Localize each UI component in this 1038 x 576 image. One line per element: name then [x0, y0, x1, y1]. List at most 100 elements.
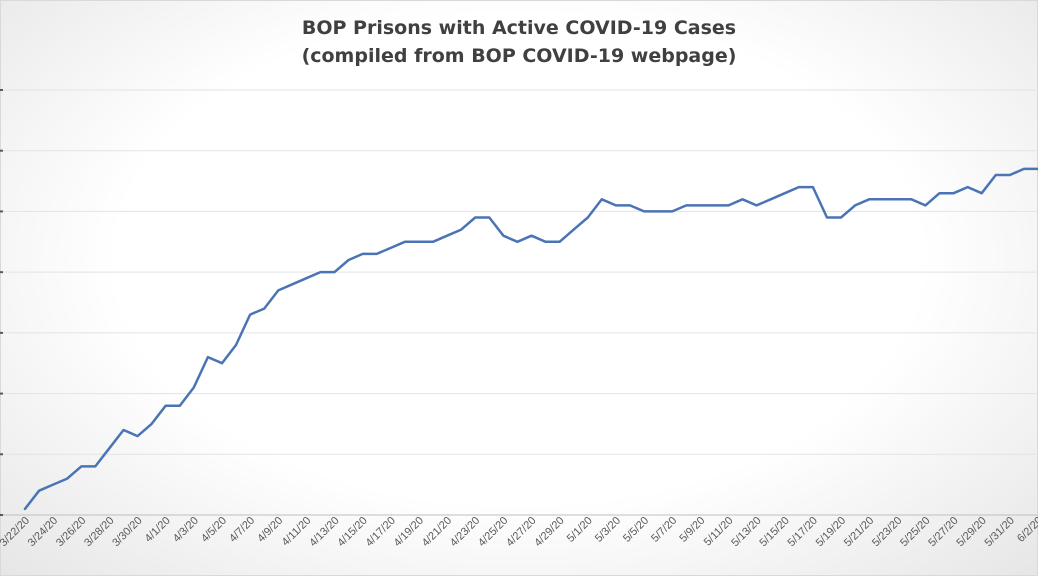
- data-point: [840, 216, 842, 219]
- x-tick-label: 4/1/20: [143, 515, 173, 545]
- data-point: [66, 477, 69, 480]
- data-point: [418, 240, 420, 243]
- x-tick-label: 5/25/20: [898, 515, 932, 549]
- data-point: [333, 271, 336, 273]
- y-tick-mark: [0, 271, 3, 274]
- data-point: [291, 283, 294, 286]
- data-point: [882, 198, 885, 201]
- x-tick-label: 5/31/20: [983, 515, 1017, 549]
- x-tick-label: 5/7/20: [649, 515, 679, 545]
- data-point: [24, 508, 26, 510]
- data-point: [713, 204, 716, 207]
- y-tick-mark: [0, 453, 3, 456]
- data-point: [94, 465, 97, 468]
- x-tick-label: 3/28/20: [82, 515, 116, 549]
- x-tick-label: 5/13/20: [729, 515, 763, 549]
- y-tick-mark: [0, 514, 3, 516]
- x-axis-labels: 3/22/203/24/203/26/203/28/203/30/204/1/2…: [0, 515, 1038, 549]
- data-point: [826, 216, 828, 219]
- x-tick-label: 4/19/20: [392, 515, 426, 549]
- x-tick-label: 4/5/20: [199, 515, 229, 545]
- data-point: [671, 210, 673, 213]
- x-tick-label: 4/3/20: [171, 515, 201, 545]
- x-tick-label: 5/1/20: [565, 515, 595, 545]
- data-point: [404, 240, 406, 243]
- data-point: [896, 198, 899, 201]
- data-point: [80, 465, 83, 468]
- data-point: [657, 210, 659, 213]
- chart-subtitle: (compiled from BOP COVID-19 webpage): [301, 45, 737, 67]
- data-point: [502, 234, 505, 237]
- data-point: [390, 247, 392, 249]
- x-tick-label: 4/27/20: [504, 515, 538, 549]
- data-point: [38, 489, 40, 492]
- data-point: [938, 192, 941, 195]
- data-point: [319, 271, 322, 273]
- x-tick-label: 5/17/20: [786, 515, 820, 549]
- data-point: [952, 192, 955, 195]
- data-point: [910, 198, 913, 201]
- x-tick-label: 5/5/20: [621, 515, 651, 545]
- chart-title: BOP Prisons with Active COVID-19 Cases: [301, 17, 737, 39]
- data-point: [966, 186, 969, 188]
- data-point: [755, 204, 758, 207]
- data-point: [375, 253, 378, 255]
- x-tick-label: 4/23/20: [448, 515, 482, 549]
- x-tick-label: 5/21/20: [842, 515, 876, 549]
- data-point: [108, 447, 111, 450]
- x-tick-label: 4/15/20: [335, 515, 369, 549]
- y-tick-mark: [0, 149, 3, 152]
- data-point: [235, 344, 237, 346]
- data-point: [432, 240, 434, 243]
- x-tick-label: 3/30/20: [110, 515, 144, 549]
- data-point: [741, 198, 744, 201]
- x-tick-label: 4/25/20: [476, 515, 510, 549]
- data-point: [727, 204, 730, 207]
- gridlines: [0, 89, 1038, 516]
- x-tick-label: 4/29/20: [532, 515, 566, 549]
- series-group: [23, 167, 1038, 511]
- x-tick-label: 3/26/20: [54, 515, 88, 549]
- data-point: [586, 216, 589, 219]
- x-tick-label: 5/3/20: [593, 515, 623, 545]
- x-tick-label: 5/15/20: [757, 515, 791, 549]
- data-point: [980, 192, 983, 195]
- data-point: [1009, 174, 1011, 176]
- data-point: [52, 483, 54, 486]
- data-point: [783, 192, 786, 195]
- data-point: [685, 204, 688, 207]
- data-point: [798, 186, 800, 188]
- y-tick-mark: [0, 392, 3, 395]
- x-tick-label: 4/17/20: [363, 515, 397, 549]
- data-point: [122, 429, 125, 431]
- data-point: [277, 289, 280, 292]
- y-tick-mark: [0, 331, 3, 334]
- data-point: [1023, 168, 1025, 170]
- data-point: [812, 186, 814, 188]
- data-point: [530, 234, 533, 237]
- data-point: [164, 404, 167, 407]
- y-tick-mark: [0, 210, 3, 213]
- data-point: [643, 210, 645, 213]
- data-point: [249, 313, 251, 316]
- x-tick-label: 5/23/20: [870, 515, 904, 549]
- chart-title-block: BOP Prisons with Active COVID-19 Cases (…: [0, 14, 1038, 70]
- y-tick-mark: [0, 89, 3, 91]
- x-tick-label: 5/27/20: [926, 515, 960, 549]
- data-point: [615, 204, 617, 207]
- x-tick-label: 5/29/20: [954, 515, 988, 549]
- data-point: [544, 240, 547, 243]
- data-point: [221, 362, 223, 365]
- x-tick-label: 5/11/20: [702, 515, 736, 549]
- data-point: [136, 435, 139, 437]
- data-point: [601, 198, 603, 201]
- x-tick-label: 3/24/20: [26, 515, 60, 549]
- data-point: [488, 216, 491, 219]
- data-point: [572, 228, 575, 231]
- data-point: [263, 307, 265, 310]
- x-tick-label: 4/7/20: [227, 515, 257, 545]
- y-axis-ticks: [0, 89, 3, 516]
- data-point: [994, 174, 997, 176]
- data-point: [629, 204, 631, 207]
